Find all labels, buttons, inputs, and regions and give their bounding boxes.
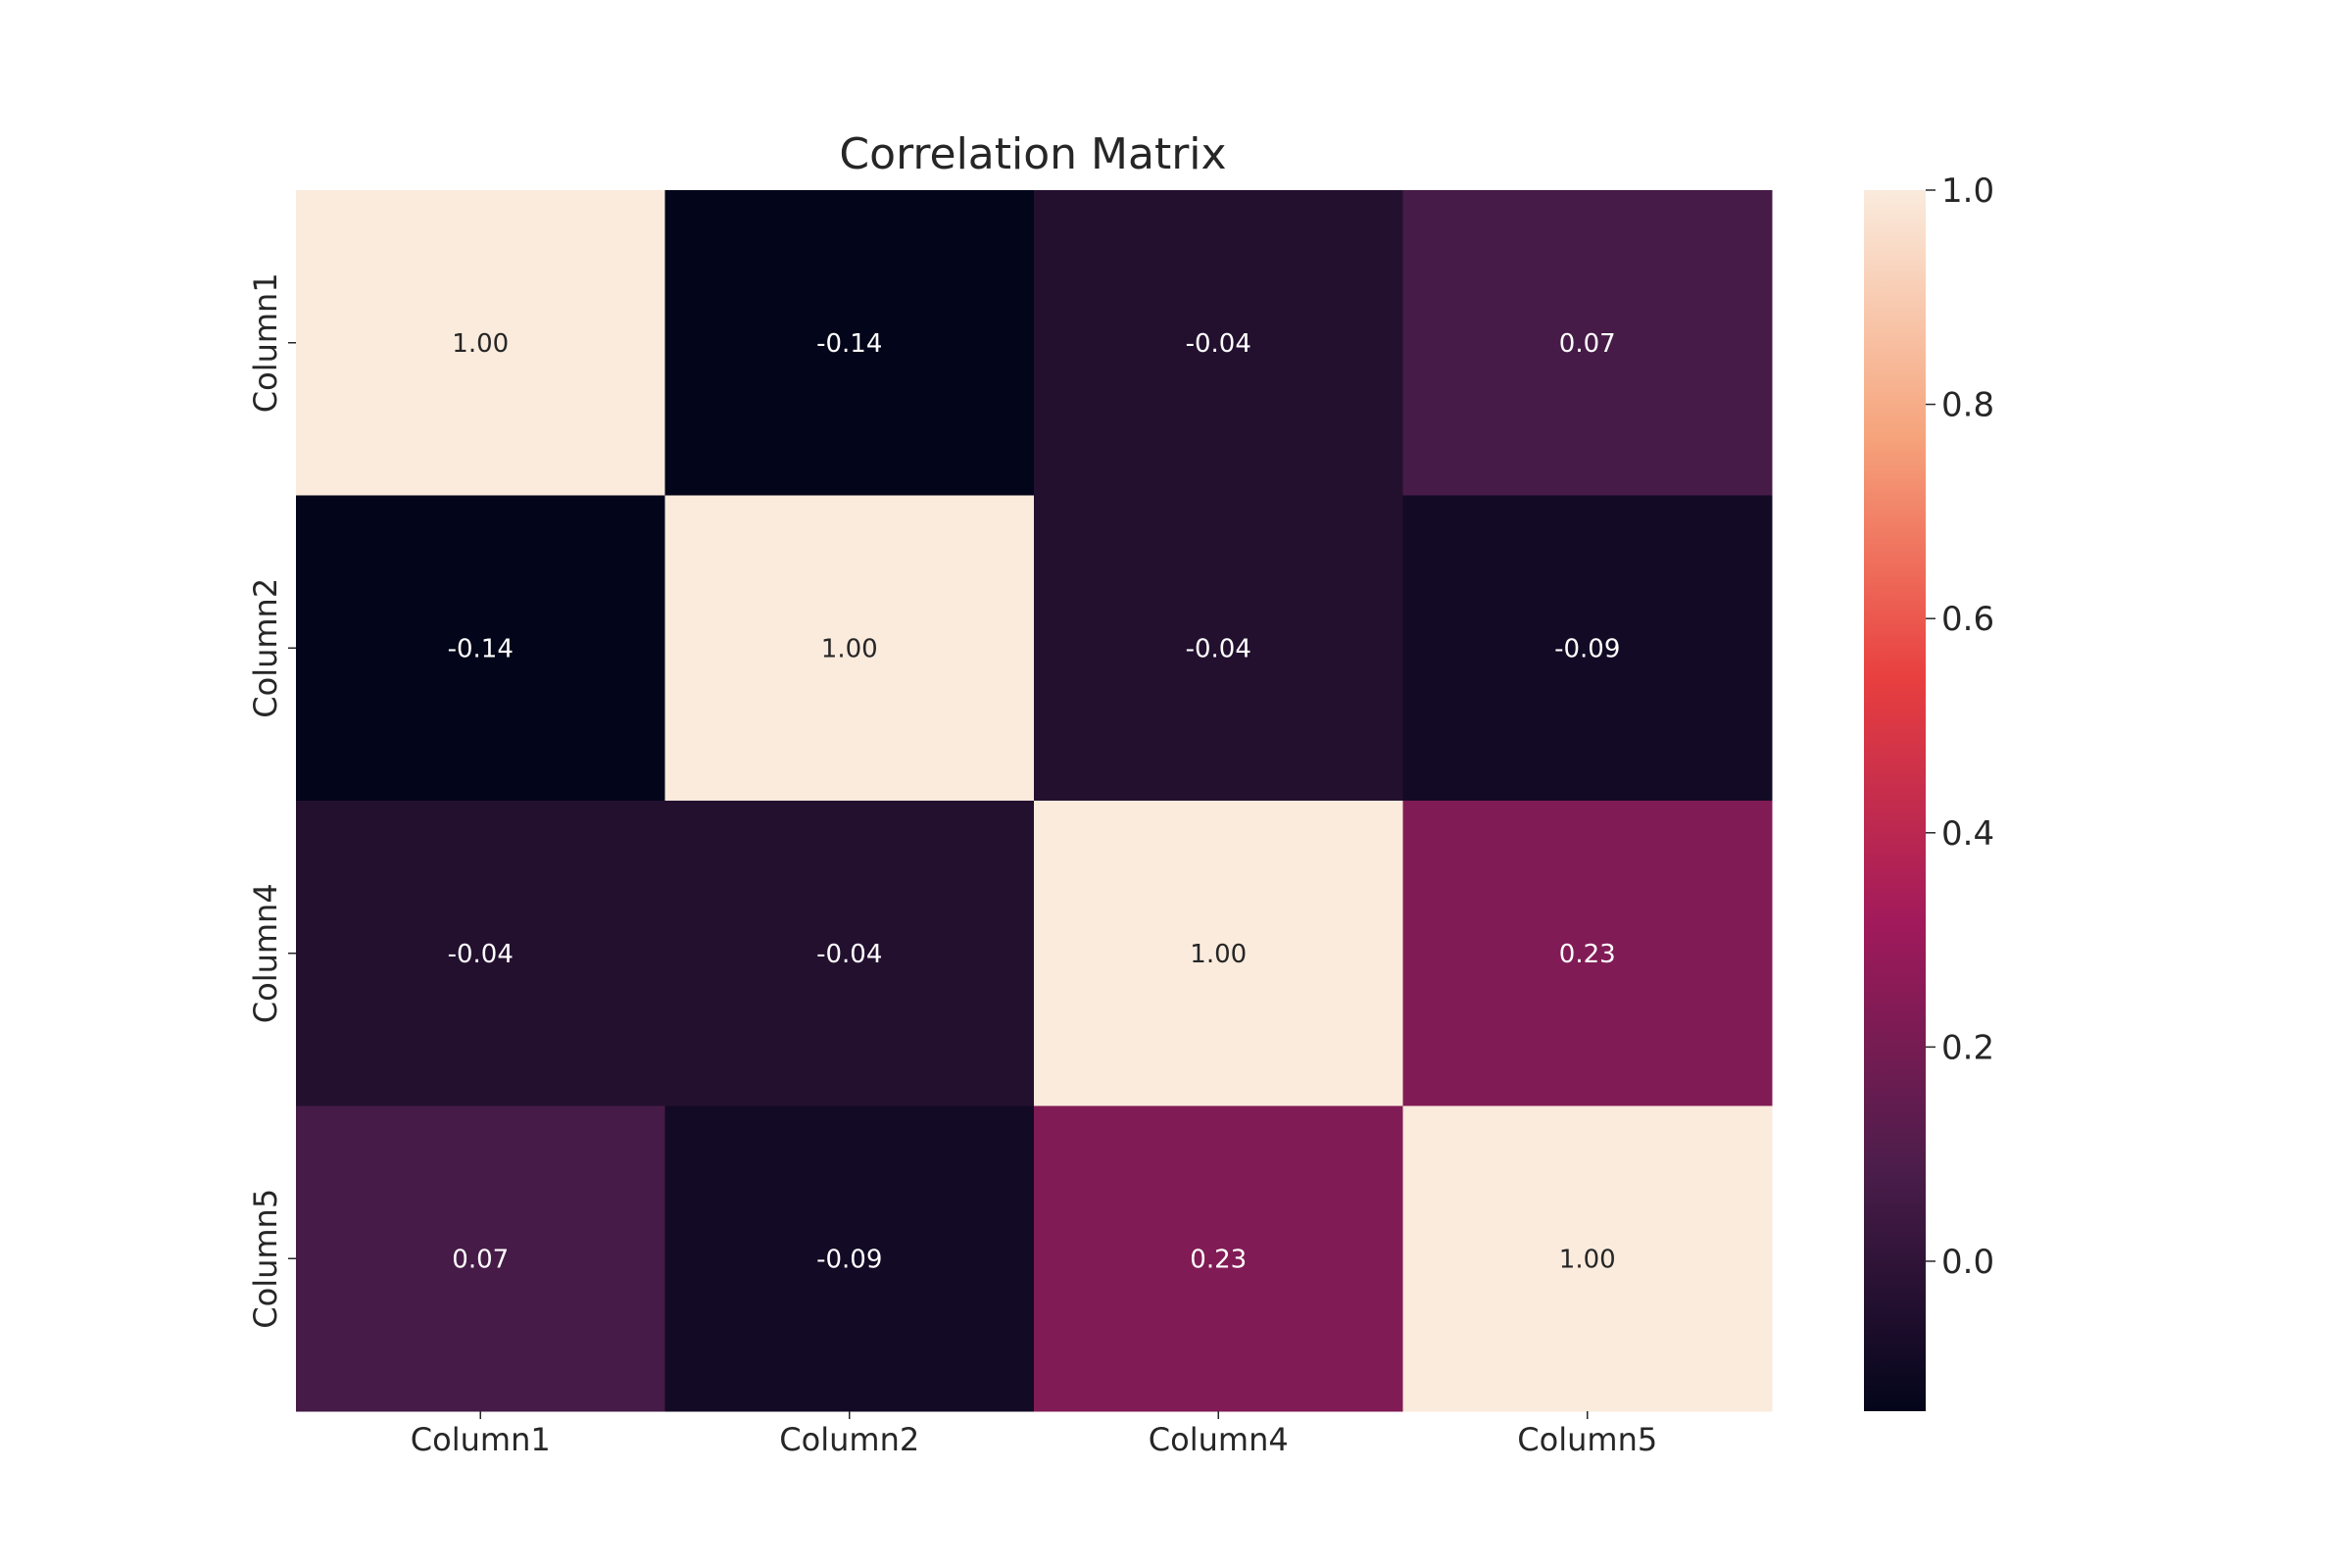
- cell-value-label: -0.04: [816, 940, 882, 969]
- heatmap-cell: [1034, 801, 1403, 1106]
- heatmap-cell: [1034, 495, 1403, 802]
- cell-value-label: -0.04: [1186, 634, 1251, 663]
- colorbar-tick-label: 0.4: [1941, 814, 1994, 854]
- cell-value-label: -0.14: [448, 634, 514, 663]
- colorbar-gradient: [1864, 190, 1926, 1411]
- heatmap-cell: [664, 801, 1035, 1106]
- x-tick-label: Column5: [1517, 1421, 1657, 1458]
- heatmap-cell: [296, 1105, 665, 1412]
- cell-value-label: 1.00: [1559, 1245, 1616, 1274]
- y-tick-label: Column4: [247, 883, 284, 1023]
- y-tick-label: Column1: [247, 272, 284, 413]
- heatmap-cells: 1.00 -0.14 -0.04 0.07 -0.14 1.00 -0.04 -0.09 -0.…: [296, 190, 1773, 1412]
- x-tick-label: Column1: [411, 1421, 551, 1458]
- cell-value-label: 0.07: [452, 1245, 509, 1274]
- cell-value-label: -0.04: [448, 940, 514, 969]
- heatmap-cell: [296, 190, 665, 496]
- y-tick-label: Column5: [247, 1189, 284, 1329]
- cell-value-label: 0.07: [1559, 329, 1616, 359]
- heatmap-cell: [664, 1105, 1035, 1412]
- y-axis: Column1 Column2 Column4 Column5: [247, 272, 296, 1329]
- x-tick-label: Column2: [779, 1421, 919, 1458]
- heatmap-cell: [1402, 801, 1773, 1106]
- colorbar-tick-label: 0.0: [1941, 1243, 1994, 1282]
- heatmap-cell: [1402, 495, 1773, 802]
- cell-value-label: -0.09: [1554, 634, 1620, 663]
- cell-value-label: -0.14: [816, 329, 882, 359]
- x-tick-label: Column4: [1149, 1421, 1289, 1458]
- colorbar-tick-label: 0.2: [1941, 1028, 1994, 1067]
- cell-value-label: 1.00: [821, 634, 878, 663]
- heatmap-cell: [1034, 190, 1403, 496]
- colorbar: 0.0 0.2 0.4 0.6 0.8 1.0: [1864, 172, 1994, 1411]
- heatmap-cell: [1402, 1105, 1773, 1412]
- heatmap-cell: [1034, 1105, 1403, 1412]
- heatmap-cell: [664, 495, 1035, 802]
- cell-value-label: 1.00: [452, 329, 509, 359]
- heatmap-cell: [296, 801, 665, 1106]
- cell-value-label: -0.09: [816, 1245, 882, 1274]
- chart-title: Correlation Matrix: [839, 129, 1226, 179]
- heatmap-cell: [1402, 190, 1773, 496]
- cell-value-label: 1.00: [1190, 940, 1247, 969]
- y-tick-label: Column2: [247, 578, 284, 718]
- x-axis: Column1 Column2 Column4 Column5: [411, 1411, 1657, 1458]
- cell-value-label: 0.23: [1559, 940, 1616, 969]
- heatmap-cell: [296, 495, 665, 802]
- cell-value-label: -0.04: [1186, 329, 1251, 359]
- colorbar-tick-label: 0.8: [1941, 386, 1994, 425]
- colorbar-tick-label: 1.0: [1941, 172, 1994, 211]
- cell-value-label: 0.23: [1190, 1245, 1247, 1274]
- colorbar-tick-label: 0.6: [1941, 600, 1994, 639]
- heatmap-cell: [664, 190, 1035, 496]
